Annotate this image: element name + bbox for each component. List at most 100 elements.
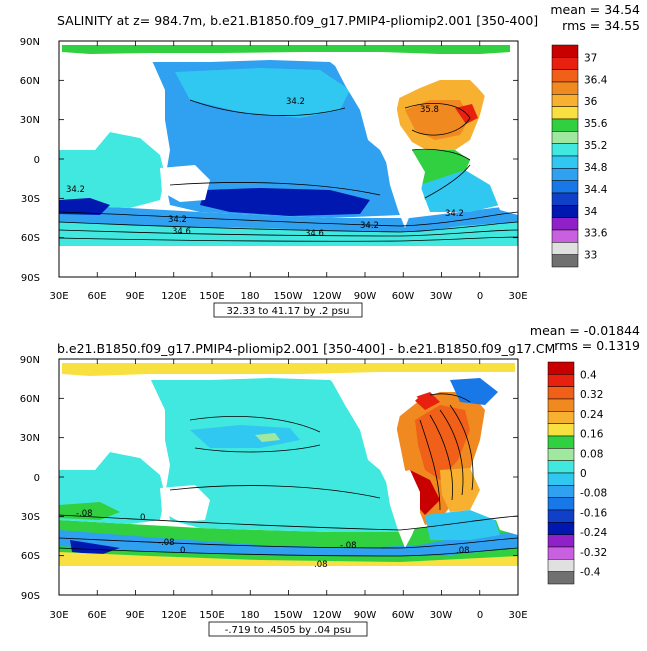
color-legend: 37 36.4 36 35.6 35.2 34.8 34.4 34 33.6 33 xyxy=(551,44,608,268)
contour-label: -.08 xyxy=(76,509,93,519)
y-axis-labels: 90N 60N 30N 0 30S 60S 90S xyxy=(20,355,40,602)
legend-swatch xyxy=(547,522,575,535)
legend-label: 0.08 xyxy=(580,448,603,460)
contour-line xyxy=(169,485,381,499)
contour-label: 34.2 xyxy=(286,97,305,107)
lat-label: 30S xyxy=(21,194,40,205)
legend-swatch xyxy=(551,229,579,243)
contour-labels: 34.2 35.8 34.2 34.2 34.6 34.6 34.2 34.2 xyxy=(66,97,464,239)
contour-line xyxy=(194,444,321,453)
map-panel-2: b.e21.B1850.f09_g17.PMIP4-pliomip2.001 [… xyxy=(20,323,640,637)
indian-ocean xyxy=(59,132,165,208)
legend-label: 0.16 xyxy=(580,429,604,441)
contour-line xyxy=(189,416,321,433)
legend-label: 0.32 xyxy=(580,389,603,401)
lat-label: 0 xyxy=(34,473,40,484)
africa-land xyxy=(480,438,518,535)
legend-swatch xyxy=(551,131,579,144)
legend-swatch xyxy=(551,44,579,58)
north-america-land xyxy=(330,56,420,150)
legend-swatch xyxy=(547,497,575,511)
legend-label: -0.32 xyxy=(580,547,607,559)
indian-fresh xyxy=(59,198,110,215)
lon-label: 90W xyxy=(354,610,377,621)
legend-label: -0.4 xyxy=(580,567,601,579)
contour-line xyxy=(59,221,518,233)
contour-line xyxy=(419,419,441,511)
legend-swatch xyxy=(547,361,575,375)
lat-label: 30S xyxy=(21,512,40,523)
lat-label: 30N xyxy=(20,115,40,126)
lat-label: 60N xyxy=(20,394,40,405)
stat-mean: mean = -0.01844 xyxy=(530,323,640,338)
contour-labels: -.08 0 -.08 0 -.08 .08 .08 xyxy=(76,509,470,570)
south-atlantic xyxy=(420,170,500,212)
contour-line xyxy=(411,148,471,161)
salinity-field: 34.2 35.8 34.2 34.2 34.6 34.6 34.2 34.2 xyxy=(59,45,518,277)
lon-label: 120E xyxy=(161,291,186,302)
contour-line xyxy=(404,103,471,136)
contour-label: .08 xyxy=(456,546,470,556)
legend-swatch xyxy=(551,155,579,169)
legend-swatch xyxy=(551,192,579,206)
legend-label: 0 xyxy=(580,468,587,480)
map-panel-1: SALINITY at z= 984.7m, b.e21.B1850.f09_g… xyxy=(20,2,640,318)
contour-line xyxy=(59,514,518,531)
australia-land xyxy=(160,485,210,522)
contour-label: 34.2 xyxy=(360,221,379,231)
legend-label: 37 xyxy=(584,52,597,64)
arctic-ocean xyxy=(62,363,515,376)
legend-label: 35.2 xyxy=(584,140,607,152)
contour-lines xyxy=(59,99,518,242)
legend-swatch xyxy=(551,143,579,157)
contour-line xyxy=(59,547,518,557)
legend-label: 0.24 xyxy=(580,409,604,421)
lon-label: 180 xyxy=(240,291,259,302)
stat-mean: mean = 34.54 xyxy=(550,2,640,17)
legend-swatch xyxy=(551,168,579,181)
lon-label: 120E xyxy=(161,610,186,621)
australia-land xyxy=(160,165,210,202)
europe-land xyxy=(490,398,518,420)
range-box xyxy=(213,302,363,318)
y-axis-labels: 90N 60N 30N 0 30S 60S 90S xyxy=(20,37,40,284)
legend-swatch xyxy=(547,448,575,461)
legend-swatch xyxy=(547,374,575,387)
contour-line xyxy=(429,414,453,501)
contour-label: 0 xyxy=(140,513,145,523)
legend-swatch xyxy=(547,546,575,560)
lon-label: 90E xyxy=(125,291,144,302)
x-axis-labels: 30E 60E 90E 120E 150E 180 150W 120W 90W … xyxy=(49,610,527,621)
contour-label: .08 xyxy=(314,560,328,570)
labrador-sea xyxy=(412,392,440,410)
contour-label: 35.8 xyxy=(420,105,439,115)
lat-label: 0 xyxy=(34,155,40,166)
legend-swatch xyxy=(551,254,579,268)
stat-rms: rms = 0.1319 xyxy=(554,338,640,353)
legend-swatch xyxy=(547,411,575,424)
contour-label: 34.2 xyxy=(445,209,464,219)
legend-swatch xyxy=(547,485,575,498)
lat-label: 30N xyxy=(20,433,40,444)
contour-line xyxy=(424,164,471,199)
southern-ocean-fresh xyxy=(70,540,120,555)
arctic-ocean xyxy=(62,45,510,54)
lat-label: 60S xyxy=(21,233,40,244)
legend-swatch xyxy=(551,242,579,255)
legend-label: 36.4 xyxy=(584,74,608,86)
legend-label: -0.08 xyxy=(580,488,607,500)
contour-line xyxy=(59,236,518,242)
contour-label: 34.2 xyxy=(66,185,85,195)
legend-swatch xyxy=(547,472,575,486)
contour-label: 34.6 xyxy=(172,227,191,237)
lon-label: 150W xyxy=(274,291,303,302)
antarctica-land xyxy=(59,246,518,277)
legend-swatch xyxy=(547,559,575,572)
north-pacific-fresh xyxy=(175,68,350,118)
legend-label: 36 xyxy=(584,96,598,108)
lon-label: 30E xyxy=(508,610,527,621)
north-atlantic-core xyxy=(415,405,470,480)
axis-ticks xyxy=(58,40,519,278)
lat-label: 60S xyxy=(21,551,40,562)
contour-line xyxy=(189,99,346,116)
